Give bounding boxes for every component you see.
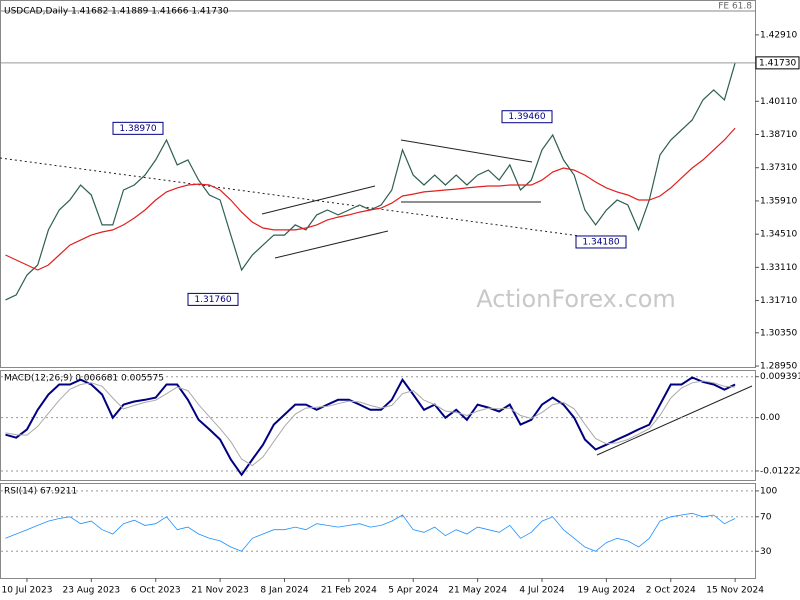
y-tick-label: 1.33110 xyxy=(760,263,797,273)
price-label: 1.41730 xyxy=(759,58,796,68)
price-box xyxy=(755,56,800,70)
macd-trendline xyxy=(596,385,753,456)
chart-title: USDCAD,Daily 1.41682 1.41889 1.41666 1.4… xyxy=(4,7,229,17)
y-tick-label: 100 xyxy=(760,486,777,496)
y-tick-label: 1.34510 xyxy=(760,230,797,240)
x-tick-label: 8 Jan 2024 xyxy=(260,586,308,596)
series-line xyxy=(5,376,736,477)
price-panel xyxy=(0,0,756,368)
annotation: 1.34180 xyxy=(582,237,619,247)
rsi-panel xyxy=(0,483,756,579)
annotation-box xyxy=(575,235,627,249)
y-tick-label: 0.00 xyxy=(760,413,780,423)
fe-label: FE 61.8 xyxy=(718,2,752,12)
series-line xyxy=(5,380,736,467)
y-tick-label: 0.009391 xyxy=(760,372,800,382)
y-tick-label: 1.38710 xyxy=(760,130,797,140)
y-tick-label: 1.35910 xyxy=(760,196,797,206)
y-tick-label: 1.37310 xyxy=(760,163,797,173)
y-tick-label: 1.28950 xyxy=(760,362,797,372)
y-tick-label: -0.012225 xyxy=(760,466,800,476)
x-tick-label: 4 Jul 2024 xyxy=(519,586,564,596)
x-tick-label: 5 Apr 2024 xyxy=(388,586,438,596)
y-tick-label: 70 xyxy=(760,512,772,522)
x-tick-label: 21 Nov 2023 xyxy=(191,586,249,596)
x-tick-label: 23 Aug 2023 xyxy=(63,586,121,596)
series-line xyxy=(5,512,736,552)
x-tick-label: 21 Feb 2024 xyxy=(321,586,377,596)
watermark: ActionForex.com xyxy=(476,285,676,313)
channel-top xyxy=(261,185,376,215)
annotation-box xyxy=(112,121,164,135)
trendlines xyxy=(0,139,753,456)
series-line xyxy=(5,127,736,271)
macd-title: MACD(12,26,9) 0.006681 0.005575 xyxy=(4,374,164,384)
annotation: 1.31760 xyxy=(194,295,231,305)
x-tick-label: 10 Jul 2023 xyxy=(1,586,52,596)
rsi-title: RSI(14) 67.9211 xyxy=(4,487,77,497)
annotation: 1.39460 xyxy=(508,112,545,122)
annotation-box xyxy=(187,292,239,306)
macd-panel xyxy=(0,370,756,481)
x-tick-label: 6 Oct 2023 xyxy=(131,586,181,596)
annotation: 1.38970 xyxy=(119,124,156,134)
y-tick-label: 30 xyxy=(760,547,772,557)
x-tick-label: 2 Oct 2024 xyxy=(646,586,696,596)
x-tick-label: 21 May 2024 xyxy=(448,586,507,596)
x-tick-label: 15 Nov 2024 xyxy=(706,586,764,596)
y-tick-label: 1.40110 xyxy=(760,97,797,107)
channel-bottom xyxy=(274,230,389,259)
x-tick-label: 19 Aug 2024 xyxy=(578,586,636,596)
wedge-top xyxy=(400,139,533,163)
y-tick-label: 1.42910 xyxy=(760,30,797,40)
annotation-box xyxy=(501,110,553,124)
y-tick-label: 1.30350 xyxy=(760,328,797,338)
y-tick-label: 1.31710 xyxy=(760,296,797,306)
